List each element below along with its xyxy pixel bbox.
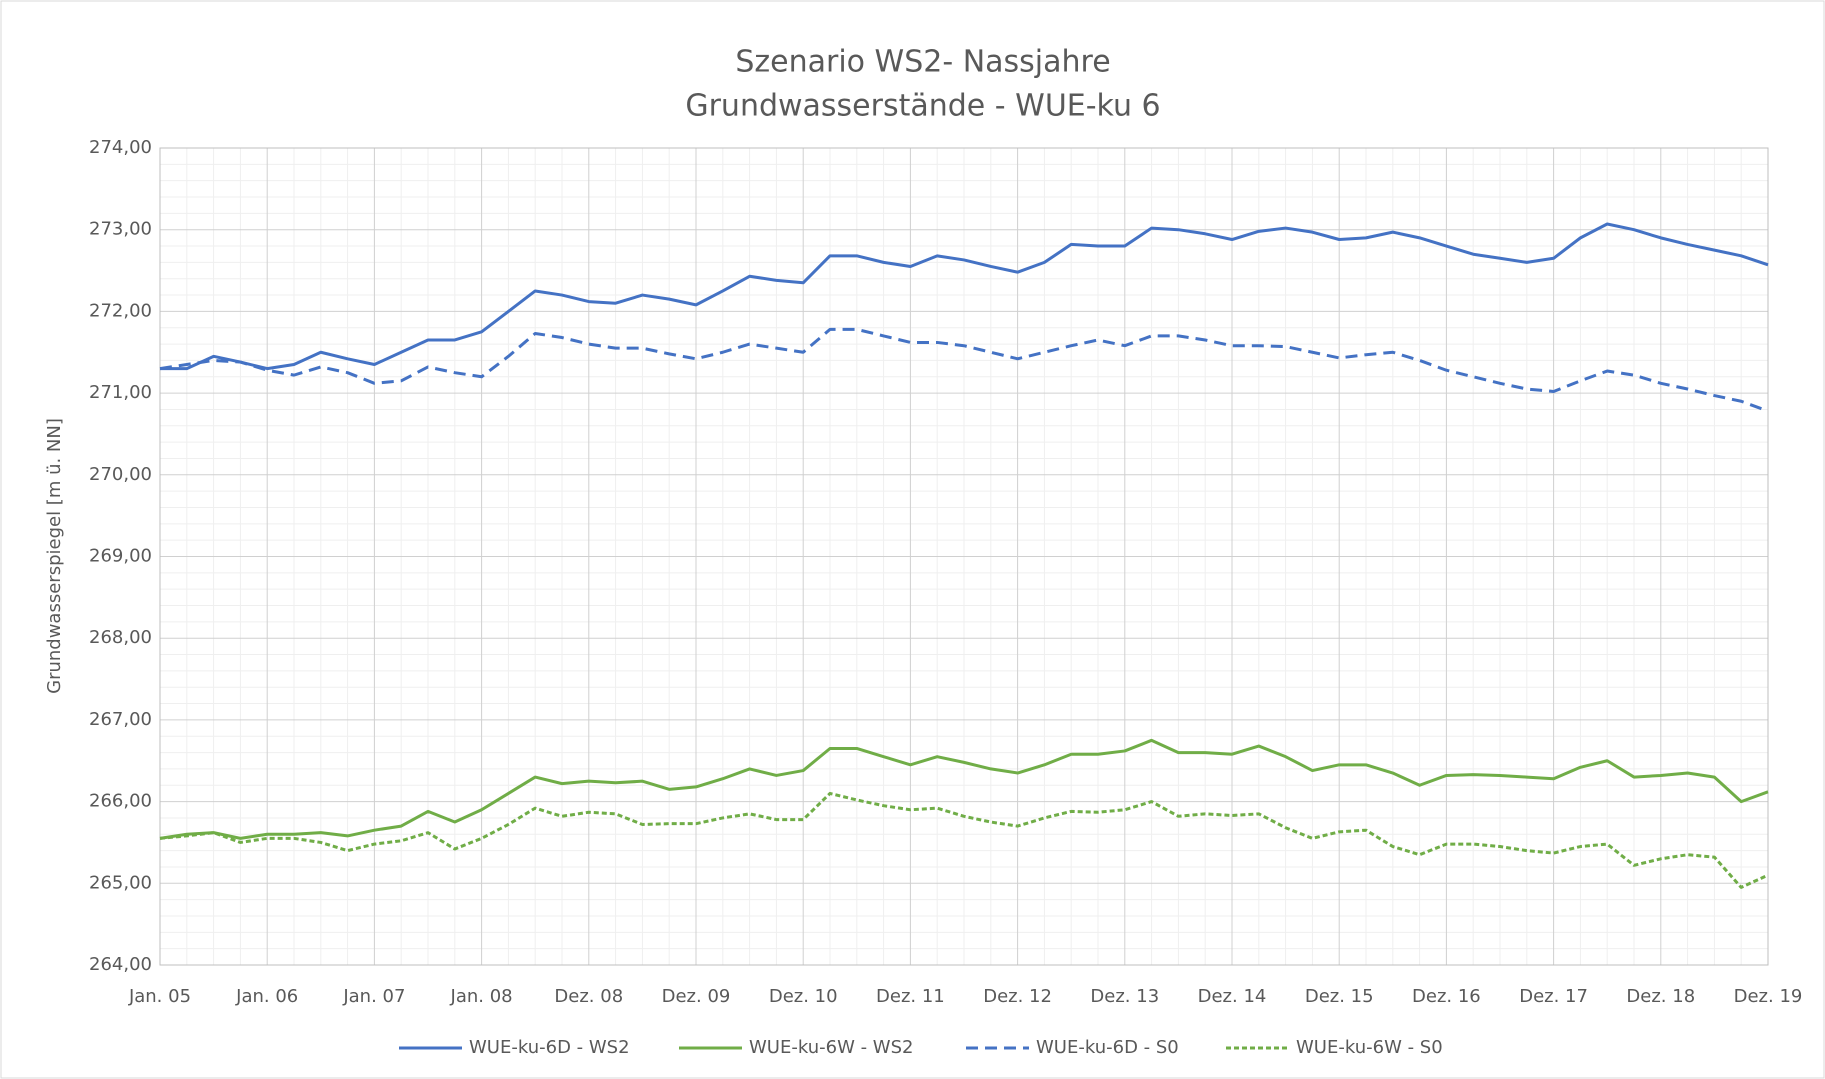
legend-label: WUE-ku-6D - S0 [1036,1037,1179,1058]
chart-subtitle: Grundwasserstände - WUE-ku 6 [685,89,1160,124]
y-tick-label: 274,00 [89,137,152,158]
x-tick-label: Jan. 08 [450,986,513,1007]
series-line [159,327,1769,413]
y-tick-label: 264,00 [89,954,152,975]
x-tick-label: Dez. 09 [662,986,731,1007]
y-axis-label: Grundwasserspiegel [m ü. NN] [44,418,65,694]
x-tick-label: Dez. 13 [1090,986,1159,1007]
legend-label: WUE-ku-6W - WS2 [749,1037,913,1058]
x-tick-label: Dez. 19 [1734,986,1803,1007]
x-tick-label: Dez. 17 [1519,986,1588,1007]
legend-label: WUE-ku-6W - S0 [1296,1037,1443,1058]
x-tick-label: Dez. 14 [1198,986,1267,1007]
y-tick-label: 269,00 [89,546,152,567]
legend-label: WUE-ku-6D - WS2 [469,1037,630,1058]
series-line [160,222,1769,371]
x-tick-label: Dez. 11 [876,986,945,1007]
series-line [159,791,1769,889]
x-tick-label: Jan. 07 [342,986,405,1007]
x-tick-label: Dez. 15 [1305,986,1374,1007]
chart-title: Szenario WS2- Nassjahre [735,45,1110,80]
x-tick-label: Dez. 16 [1412,986,1481,1007]
y-tick-label: 267,00 [89,709,152,730]
y-tick-label: 271,00 [89,382,152,403]
y-tick-label: 266,00 [89,791,152,812]
x-tick-label: Dez. 12 [983,986,1052,1007]
y-tick-label: 270,00 [89,464,152,485]
series-line [159,738,1769,840]
x-tick-label: Jan. 06 [235,986,298,1007]
plot-frame [159,147,1769,966]
y-tick-label: 273,00 [89,219,152,240]
x-tick-label: Dez. 10 [769,986,838,1007]
x-tick-label: Jan. 05 [128,986,191,1007]
y-tick-label: 265,00 [89,872,152,893]
y-tick-label: 272,00 [89,300,152,321]
y-tick-label: 268,00 [89,627,152,648]
x-tick-label: Dez. 08 [554,986,623,1007]
x-tick-label: Dez. 18 [1626,986,1695,1007]
